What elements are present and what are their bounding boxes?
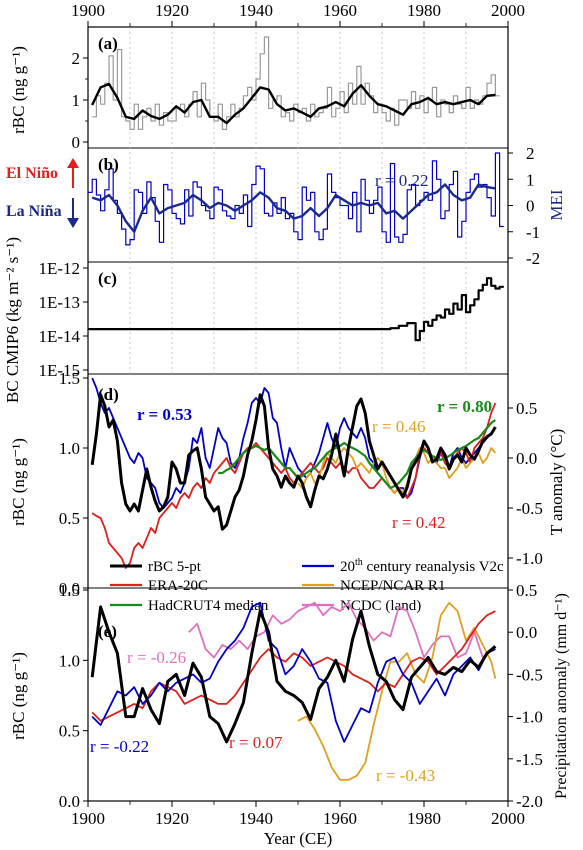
y2-tick-label: -0.5 [516, 665, 543, 684]
x-tick-label-bottom: 1900 [71, 809, 105, 828]
y2-tick-label: -1.5 [516, 750, 543, 769]
correlation-annotation: r = 0.46 [372, 417, 426, 436]
panel-label: (b) [98, 155, 119, 174]
y2-tick-label: -1.0 [516, 708, 543, 727]
correlation-annotation: r = -0.22 [90, 737, 149, 756]
series-line-ncep-ncar-r1 [297, 601, 497, 781]
y2-tick-label: -2.0 [516, 792, 543, 811]
y2-axis-label-d: T anomaly (°C) [547, 429, 566, 536]
panel-label: (d) [98, 385, 119, 404]
x-tick-label-bottom: 2000 [491, 809, 525, 828]
y2-tick-label: -1.0 [516, 549, 543, 568]
x-tick-label-top: 1920 [155, 1, 189, 20]
x-tick-label-bottom: 1980 [407, 809, 441, 828]
y-tick-label: 1 [72, 91, 81, 110]
y-tick-label: 0 [72, 133, 81, 152]
y2-tick-label: 1 [526, 170, 535, 189]
x-tick-label-top: 1960 [323, 1, 357, 20]
series-line-5-pt [91, 183, 496, 233]
correlation-annotation: r = 0.80 [437, 397, 492, 416]
y2-tick-label: -1 [526, 223, 540, 242]
correlation-annotation: r = 0.22 [375, 171, 429, 190]
legend-entry-0: rBC 5-pt [148, 559, 202, 575]
series-line-annual-mei [88, 152, 504, 246]
y2-tick-label: 0.5 [516, 581, 537, 600]
y2-tick-label: 0.5 [516, 399, 537, 418]
y-tick-label: 1.0 [59, 439, 80, 458]
y-tick-label: 1.5 [59, 369, 80, 388]
x-tick-label-top: 2000 [491, 1, 525, 20]
x-tick-label-top: 1980 [407, 1, 441, 20]
y-tick-label: 0.5 [59, 509, 80, 528]
y-tick-label: 0.0 [59, 792, 80, 811]
correlation-annotation: r = 0.42 [392, 513, 446, 532]
series-line-annual [92, 36, 500, 130]
y-tick-label: 0.0 [59, 579, 80, 598]
y-tick-label: 1E-14 [38, 327, 80, 346]
series-line-20th-century-reanalysis-v2c [91, 601, 496, 743]
x-tick-label-top: 1900 [71, 1, 105, 20]
la-nina-label: La Niña [6, 203, 62, 220]
correlation-annotation: r = 0.53 [137, 405, 192, 424]
x-axis-label: Year (CE) [264, 829, 333, 848]
y2-tick-label: 0.0 [516, 623, 537, 642]
legend-entry-1: 20th century reanalysis V2c [340, 557, 504, 575]
y-axis-label-a: rBC (ng g⁻¹) [9, 46, 28, 134]
y2-tick-label: 0 [526, 197, 535, 216]
y-axis-label-e: rBC (ng g⁻¹) [9, 652, 28, 740]
la-nina-arrow-head [67, 218, 79, 228]
series-line-ncdc-land- [188, 601, 492, 659]
el-nino-label: El Niño [6, 165, 58, 182]
y2-tick-label: -0.5 [516, 499, 543, 518]
y2-tick-label: 0.0 [516, 449, 537, 468]
y-axis-label-c: BC CMIP6 (kg m⁻² s⁻¹) [3, 237, 22, 403]
x-tick-label-top: 1940 [239, 1, 273, 20]
y-tick-label: 0.5 [59, 722, 80, 741]
panel-label: (c) [98, 269, 117, 288]
correlation-annotation: r = -0.26 [127, 648, 186, 667]
y2-axis-label-e: Precipitation anomaly (mm d⁻¹) [553, 593, 570, 799]
y-axis-label-d: rBC (ng g⁻¹) [9, 438, 28, 526]
y-tick-label: 1.5 [59, 581, 80, 600]
y2-tick-label: -2 [526, 249, 540, 268]
correlation-annotation: r = -0.43 [376, 766, 435, 785]
legend-entry-2: ERA-20C [148, 578, 208, 594]
series-line-rbc-5-pt [90, 605, 497, 744]
y-tick-label: 1E-13 [38, 293, 80, 312]
series-line-5-pt [91, 82, 496, 125]
x-tick-label-bottom: 1940 [239, 809, 273, 828]
el-nino-arrow-head [67, 158, 79, 168]
panel-label: (a) [98, 34, 118, 53]
y-tick-label: 2 [72, 49, 81, 68]
panel-label: (e) [98, 622, 117, 641]
series-line-cmip6 [88, 277, 504, 342]
legend-entry-3: NCEP/NCAR R1 [340, 578, 445, 594]
y-tick-label: 1E-12 [38, 259, 80, 278]
y-tick-label: 1.0 [59, 651, 80, 670]
correlation-annotation: r = 0.07 [229, 733, 283, 752]
legend-entry-4: HadCRUT4 median [148, 598, 269, 614]
y2-axis-label-b: MEI [547, 189, 566, 221]
y-tick-label: 1E-15 [38, 361, 80, 380]
x-tick-label-bottom: 1920 [155, 809, 189, 828]
series-line-hadcrut4-median [218, 419, 497, 490]
x-tick-label-bottom: 1960 [323, 809, 357, 828]
y2-tick-label: 2 [526, 144, 535, 163]
series-line-rbc-5-pt [90, 393, 497, 531]
